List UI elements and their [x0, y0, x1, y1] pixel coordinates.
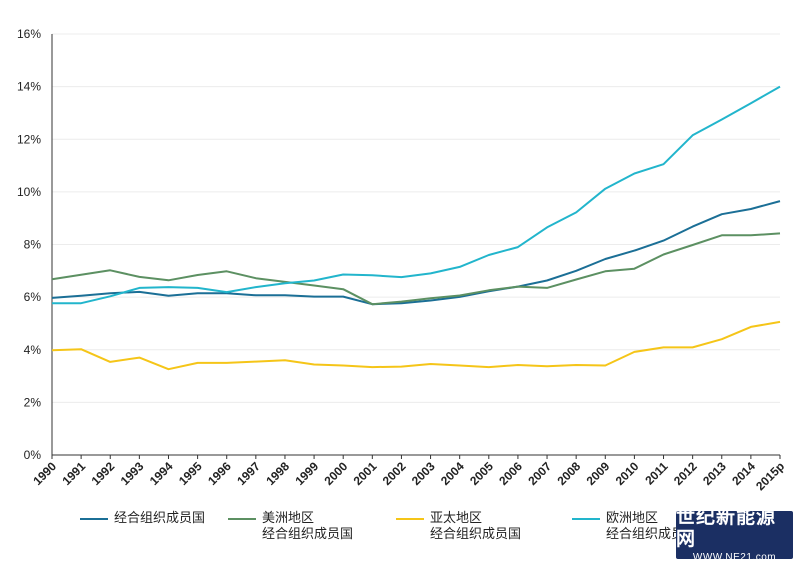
x-tick-labels: 1990 1991 1992 1993 1994 1995 1996 1997 1998 1999… [30, 459, 787, 493]
x-tick-label: 2011 [642, 459, 671, 488]
y-tick-label: 12% [17, 132, 41, 146]
legend-label-oecd: 经合组织成员国 [114, 510, 206, 525]
legend-label-asia-pacific: 亚太地区 经合组织成员国 [430, 510, 522, 541]
y-tick-label: 4% [24, 343, 42, 357]
y-tick-label: 14% [17, 80, 41, 94]
x-tick-label: 1996 [205, 459, 234, 488]
x-tick-label: 2015p [753, 459, 787, 493]
x-tick-label: 2004 [438, 459, 467, 488]
legend-label-europe: 欧洲地区 经合组织成员国 [606, 510, 698, 541]
legend: 经合组织成员国 美洲地区 经合组织成员国 亚太地区 经合组织成员国 欧洲地区 经… [0, 510, 801, 560]
y-tick-label: 16% [17, 27, 41, 41]
x-tick-label: 1994 [147, 459, 176, 488]
legend-swatch-europe [572, 518, 600, 520]
series-lines [51, 85, 781, 371]
y-tick-label: 8% [24, 238, 42, 252]
x-tick-label: 2001 [351, 459, 380, 488]
x-tick-label: 1995 [176, 459, 205, 488]
x-tick-label: 2006 [496, 459, 525, 488]
x-tick-label: 2005 [467, 459, 496, 488]
legend-item-asia-pacific: 亚太地区 经合组织成员国 [396, 510, 521, 542]
x-tick-label: 1990 [30, 459, 59, 488]
legend-label-americas: 美洲地区 经合组织成员国 [262, 510, 354, 541]
series-line-3 [52, 85, 781, 305]
series-line-2 [51, 320, 781, 371]
y-tick-label: 2% [24, 395, 42, 409]
y-tick-label: 6% [24, 290, 42, 304]
x-tick-label: 2008 [554, 459, 583, 488]
x-tick-label: 2013 [700, 459, 729, 488]
x-tick-label: 1991 [59, 459, 88, 488]
x-tick-label: 1992 [89, 459, 118, 488]
watermark-title: 世纪新能源网 [676, 506, 777, 550]
legend-swatch-oecd [80, 518, 108, 520]
grid-lines [52, 33, 780, 403]
x-tick-label: 1993 [118, 459, 147, 488]
x-tick-label: 2012 [671, 459, 700, 488]
legend-item-europe: 欧洲地区 经合组织成员国 [572, 510, 697, 542]
x-tick-label: 1997 [234, 459, 263, 488]
series-line-0 [51, 200, 781, 306]
axes [51, 34, 781, 459]
x-tick-label: 1999 [292, 459, 321, 488]
x-tick-label: 2007 [525, 459, 554, 488]
x-tick-label: 2003 [409, 459, 438, 488]
y-tick-label: 10% [17, 185, 41, 199]
legend-item-oecd: 经合组织成员国 [80, 510, 205, 526]
legend-swatch-asia-pacific [396, 518, 424, 520]
x-tick-label: 2000 [322, 459, 351, 488]
y-tick-label: 0% [24, 448, 42, 462]
legend-swatch-americas [228, 518, 256, 520]
x-tick-label: 2010 [613, 459, 642, 488]
y-tick-labels: 0% 2% 4% 6% 8% 10% 12% 14% 16% [17, 27, 41, 462]
x-tick-label: 2009 [584, 459, 613, 488]
series-line-1 [51, 232, 781, 306]
x-tick-label: 1998 [263, 459, 292, 488]
legend-item-americas: 美洲地区 经合组织成员国 [228, 510, 353, 542]
watermark-url: WWW.NE21.com [692, 551, 777, 563]
watermark-logo: 世纪新能源网 WWW.NE21.com [676, 507, 793, 563]
x-tick-label: 2002 [380, 459, 409, 488]
line-chart: 0%2%4%6%8%10%12%14%16% 1990 1991 1992 1993 1… [17, 27, 787, 493]
